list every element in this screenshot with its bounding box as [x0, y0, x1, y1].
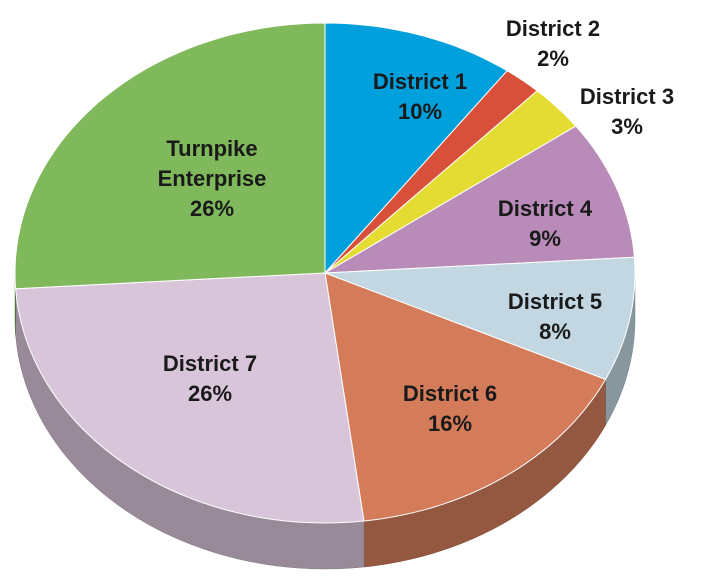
- slice-label: District 6: [403, 381, 497, 406]
- slice-label-line: District 6: [403, 381, 497, 406]
- slice: [324, 272, 606, 522]
- slice: [15, 272, 365, 524]
- slice-label-line: District 5: [508, 289, 602, 314]
- slice-label-line: Enterprise: [158, 166, 267, 191]
- slice-label-line: District 3: [580, 84, 674, 109]
- slice-value-label: 9%: [529, 226, 561, 251]
- slice-label: District 4: [498, 196, 593, 221]
- slice-label-line: District 2: [506, 16, 600, 41]
- slice-label-line: District 7: [163, 351, 257, 376]
- slice: [324, 90, 577, 274]
- slice-value-label: 3%: [611, 114, 643, 139]
- slice-value-label: 26%: [188, 381, 232, 406]
- slice-value-label: 26%: [190, 196, 234, 221]
- slice-label: District 1: [373, 69, 467, 94]
- slice: [324, 22, 508, 274]
- slice-value-label: 16%: [428, 411, 472, 436]
- slice-value-label: 2%: [537, 46, 569, 71]
- slice-label: District 5: [508, 289, 602, 314]
- slice-value-label: 10%: [398, 99, 442, 124]
- slice-label: District 3: [580, 84, 674, 109]
- slice-label: District 7: [163, 351, 257, 376]
- slice: [324, 256, 636, 380]
- slice-value-label: 8%: [539, 319, 571, 344]
- slice: [14, 22, 326, 290]
- slice: [324, 125, 635, 274]
- slice-label: Turnpike Enterprise: [158, 136, 267, 191]
- slice-label-line: Turnpike: [166, 136, 257, 161]
- slice-label-line: District 1: [373, 69, 467, 94]
- slice-label: District 2: [506, 16, 600, 41]
- slice-label-line: District 4: [498, 196, 593, 221]
